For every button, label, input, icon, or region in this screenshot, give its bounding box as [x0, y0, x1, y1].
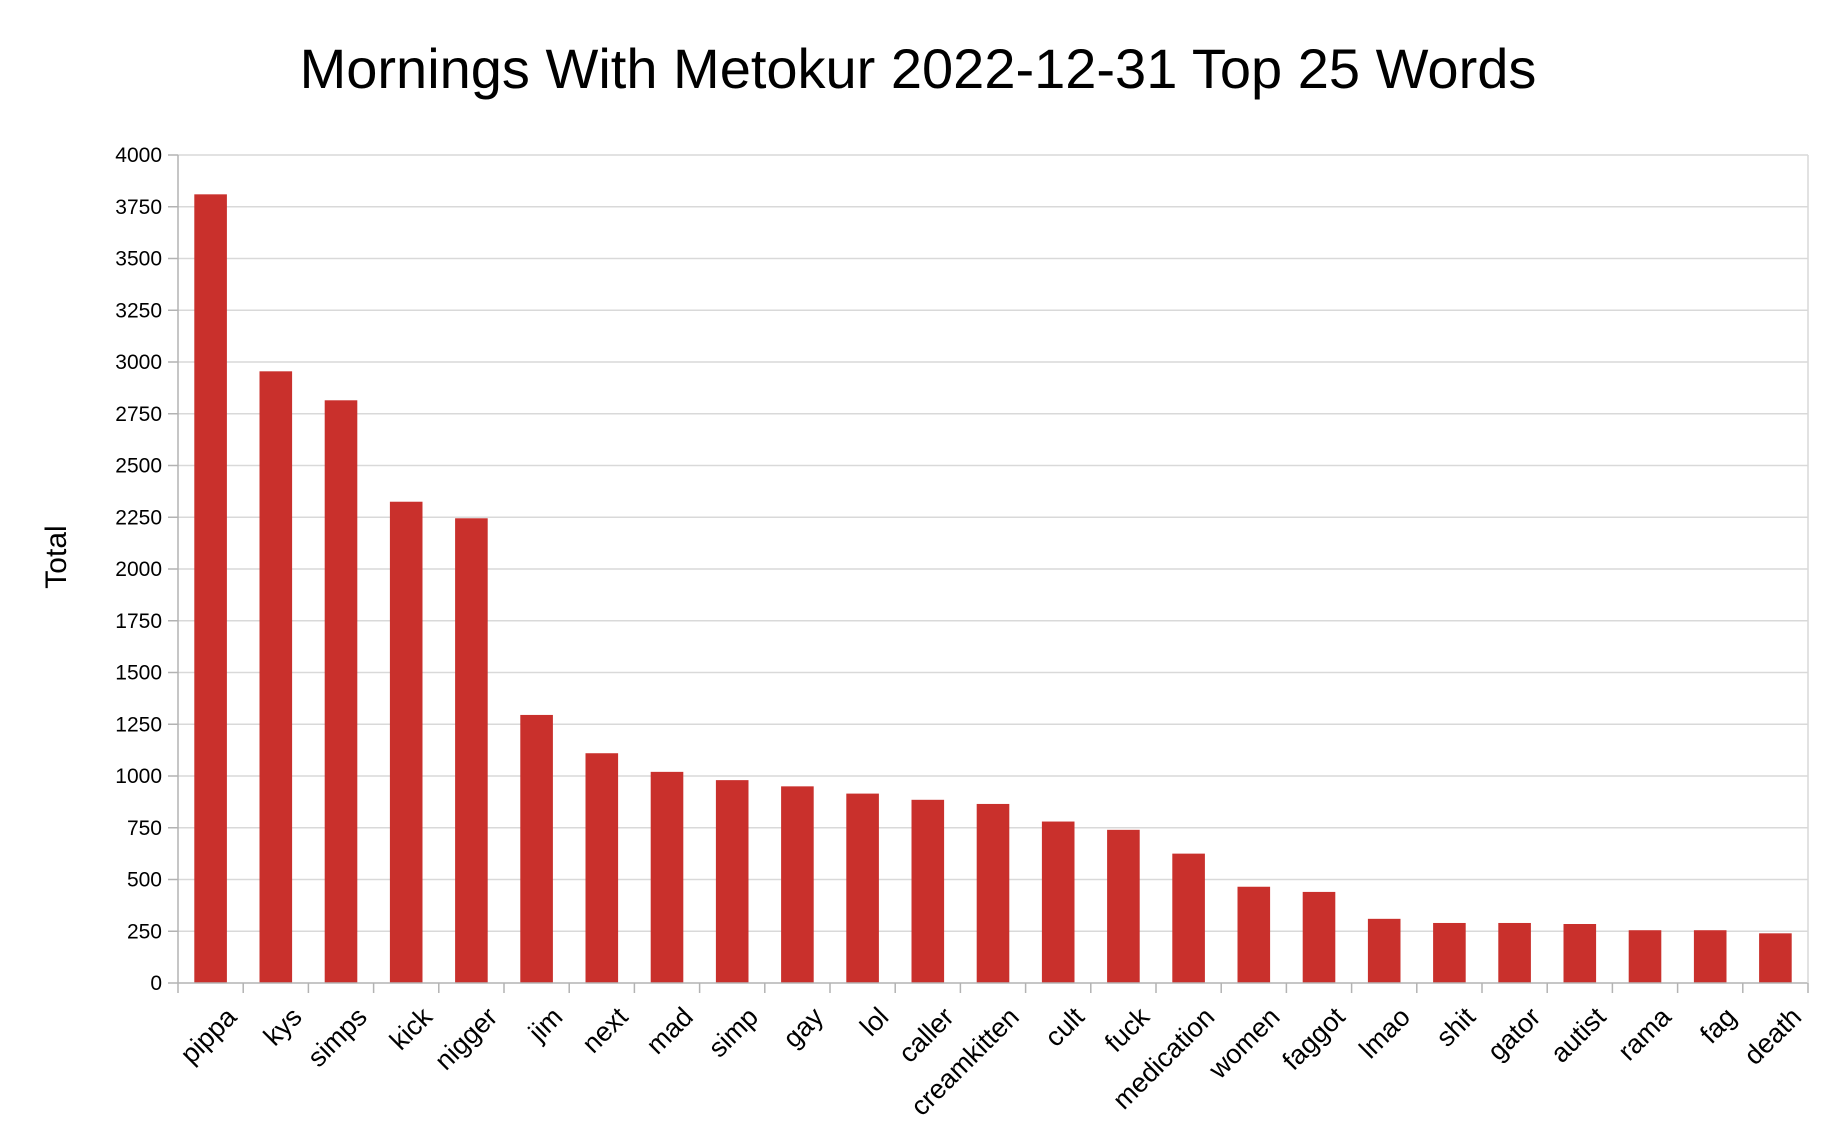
y-tick-label: 3500 [115, 248, 162, 271]
y-axis-label: Total [40, 525, 73, 588]
x-tick-label: jim [522, 1002, 568, 1048]
x-tick-label: fuck [1099, 1001, 1156, 1058]
x-tick-label: gay [777, 1001, 829, 1053]
bar-fag [1693, 930, 1727, 983]
bar-jim [520, 714, 553, 983]
bar-kick [389, 501, 423, 983]
x-tick-label: simps [302, 1002, 373, 1073]
y-tick-label: 3250 [115, 299, 162, 322]
bar-simp [715, 780, 749, 983]
x-tick-label: kick [384, 1001, 438, 1055]
y-tick-label: 2250 [115, 506, 162, 529]
x-tick-label: lol [854, 1002, 894, 1042]
bar-simps [324, 400, 358, 983]
bar-death [1759, 933, 1792, 983]
y-tick-label: 1000 [115, 765, 162, 788]
y-tick-label: 2000 [115, 558, 162, 581]
bar-mad [650, 771, 684, 983]
x-tick-label: rama [1612, 1001, 1677, 1066]
bar-caller [911, 799, 945, 983]
x-tick-label: gator [1482, 1002, 1547, 1067]
bar-shit [1433, 922, 1466, 983]
y-tick-label: 1500 [115, 662, 162, 685]
x-tick-label: women [1202, 1002, 1285, 1085]
bar-lol [846, 793, 879, 983]
y-tick-label: 750 [127, 817, 162, 840]
bar-cult [1041, 821, 1075, 983]
y-tick-label: 1250 [115, 713, 162, 736]
bar-rama [1628, 930, 1662, 983]
x-tick-label: nigger [429, 1002, 503, 1076]
y-tick-label: 3000 [115, 351, 162, 374]
y-tick-label: 2750 [115, 403, 162, 426]
x-tick-label: lmao [1353, 1002, 1416, 1065]
bar-gator [1498, 922, 1531, 983]
bar-autist [1563, 924, 1597, 983]
gridlines [178, 154, 1808, 932]
x-tick-label: kys [258, 1002, 308, 1052]
bar-gay [781, 786, 814, 983]
bar-next [585, 753, 619, 983]
y-tick-label: 1750 [115, 610, 162, 633]
x-tick-label: pippa [174, 1001, 243, 1070]
bar-medication [1172, 853, 1205, 983]
y-tick-label: 500 [127, 869, 162, 892]
x-tick-label: shit [1430, 1001, 1481, 1052]
axes [177, 155, 1809, 984]
bar-women [1237, 886, 1271, 983]
x-tick-label: next [576, 1001, 634, 1059]
x-tick-label: autist [1545, 1001, 1612, 1068]
bar-nigger [455, 518, 488, 983]
y-tick-label: 3750 [115, 196, 162, 219]
x-tick-label: fag [1694, 1002, 1742, 1050]
x-tick-label: simp [702, 1002, 764, 1064]
y-tick-label: 0 [150, 972, 162, 995]
bar-faggot [1302, 891, 1336, 983]
x-tick-label: mad [640, 1002, 698, 1060]
y-tick-label: 250 [127, 920, 162, 943]
bar-lmao [1367, 918, 1401, 983]
x-tick-label: faggot [1277, 1001, 1352, 1076]
chart-title: Mornings With Metokur 2022-12-31 Top 25 … [300, 37, 1537, 100]
x-tick-label: death [1738, 1002, 1807, 1071]
y-tick-label: 2500 [115, 455, 162, 478]
bar-pippa [194, 194, 227, 983]
bar-kys [259, 371, 293, 983]
x-tick-label: cult [1039, 1001, 1090, 1052]
y-tick-label: 4000 [115, 144, 162, 167]
y-axis-ticks: 0 250 500 750 1000 1250 1500 1750 2000 2250 2500 27… [115, 144, 178, 995]
bars [194, 194, 1792, 983]
bar-creamkitten [976, 803, 1010, 983]
bar-fuck [1107, 829, 1140, 983]
